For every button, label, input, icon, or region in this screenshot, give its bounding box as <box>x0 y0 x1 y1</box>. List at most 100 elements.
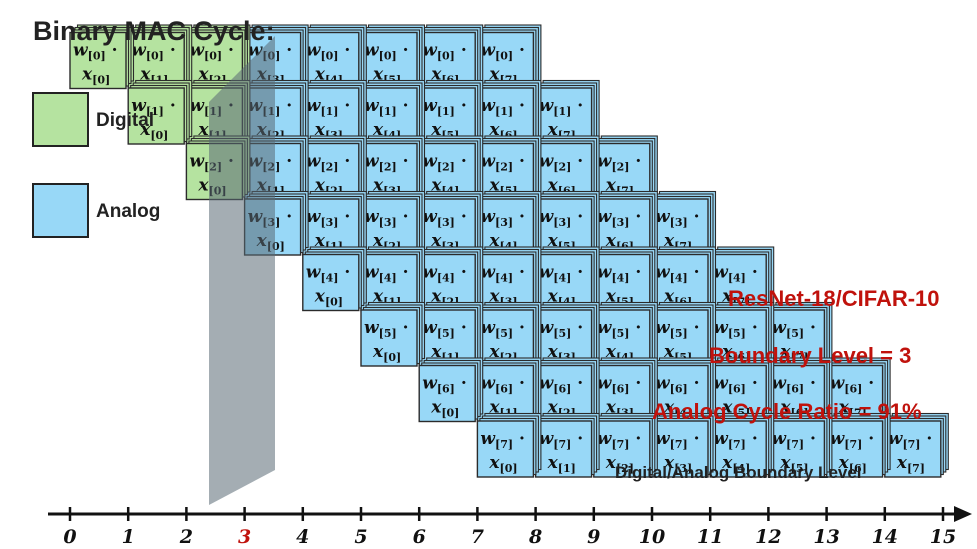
mac-cell-w7-x4: w[7] ·x[4] <box>709 412 775 478</box>
svg-text:w[0] ·: w[0] · <box>480 41 525 63</box>
svg-text:w[5] ·: w[5] · <box>480 318 525 340</box>
mac-cell-w5-x4: w[5] ·x[4] <box>593 301 658 367</box>
legend-digital-label: Digital <box>96 110 155 131</box>
svg-text:w[4] ·: w[4] · <box>597 263 642 285</box>
svg-text:w[3] ·: w[3] · <box>480 207 525 229</box>
svg-text:w[4] ·: w[4] · <box>713 263 758 285</box>
mac-cell-w5-x0: w[5] ·x[0] <box>360 301 426 367</box>
mac-cell-w5-x1: w[5] ·x[1] <box>418 301 484 367</box>
mac-cell-w0-x5: w[0] ·x[5] <box>360 24 426 90</box>
axis-tick-label-9: 9 <box>587 526 600 548</box>
svg-text:w[6] ·: w[6] · <box>422 374 467 396</box>
mac-cell-w4-x0: w[4] ·x[0] <box>302 246 367 312</box>
mac-cell-w3-x4: w[3] ·x[4] <box>476 190 542 256</box>
svg-text:w[3] ·: w[3] · <box>539 207 584 229</box>
svg-text:x[1]: x[1] <box>547 453 576 475</box>
svg-text:w[5] ·: w[5] · <box>597 318 642 340</box>
axis-tick-label-13: 13 <box>813 526 839 548</box>
legend-digital-swatch <box>32 92 89 147</box>
mac-cell-w4-x5: w[4] ·x[5] <box>593 246 658 312</box>
svg-text:w[0] ·: w[0] · <box>73 41 118 63</box>
mac-cell-w7-x0: w[7] ·x[0] <box>476 412 542 478</box>
mac-cell-w7-x5: w[7] ·x[5] <box>767 412 833 478</box>
axis-tick-label-15: 15 <box>930 526 956 548</box>
svg-text:w[4] ·: w[4] · <box>422 263 467 285</box>
mac-cell-w5-x5: w[5] ·x[5] <box>651 301 717 367</box>
svg-text:w[4] ·: w[4] · <box>364 263 409 285</box>
axis-tick-label-12: 12 <box>755 526 781 548</box>
svg-text:x[0]: x[0] <box>314 287 343 309</box>
svg-text:w[0] ·: w[0] · <box>422 41 467 63</box>
svg-text:w[7] ·: w[7] · <box>830 429 875 451</box>
svg-text:w[7] ·: w[7] · <box>888 429 933 451</box>
svg-text:w[5] ·: w[5] · <box>539 318 584 340</box>
mac-cell-w7-x3: w[7] ·x[3] <box>651 412 717 478</box>
svg-text:w[6] ·: w[6] · <box>655 374 700 396</box>
svg-text:w[5] ·: w[5] · <box>364 318 409 340</box>
axis-tick-label-4: 4 <box>296 526 309 548</box>
svg-text:x[0]: x[0] <box>430 398 459 420</box>
axis-arrowhead <box>954 506 972 522</box>
axis-title: Digital/Analog Boundary Level <box>615 463 862 482</box>
mac-cell-w4-x1: w[4] ·x[1] <box>360 246 426 312</box>
mac-cell-w0-x6: w[0] ·x[6] <box>418 24 484 90</box>
svg-text:x[6]: x[6] <box>838 453 867 475</box>
axis-tick-label-2: 2 <box>179 526 193 548</box>
svg-text:w[6] ·: w[6] · <box>597 374 642 396</box>
legend-analog-swatch <box>32 183 89 238</box>
svg-text:w[6] ·: w[6] · <box>539 374 584 396</box>
svg-text:w[1] ·: w[1] · <box>539 96 584 118</box>
svg-text:w[7] ·: w[7] · <box>655 429 700 451</box>
axis-tick-label-6: 6 <box>413 526 426 548</box>
svg-text:w[7] ·: w[7] · <box>713 429 758 451</box>
svg-text:w[3] ·: w[3] · <box>422 207 467 229</box>
mac-cell-w3-x3: w[3] ·x[3] <box>418 190 484 256</box>
svg-text:w[7] ·: w[7] · <box>480 429 525 451</box>
svg-text:x[0]: x[0] <box>81 65 110 87</box>
mac-cell-w1-x3: w[1] ·x[3] <box>302 79 367 145</box>
svg-text:w[0] ·: w[0] · <box>131 41 176 63</box>
svg-text:w[4] ·: w[4] · <box>480 263 525 285</box>
svg-text:w[2] ·: w[2] · <box>480 152 525 174</box>
mac-cell-w3-x2: w[3] ·x[2] <box>360 190 426 256</box>
legend-analog-label: Analog <box>96 201 161 222</box>
axis-tick-label-8: 8 <box>528 526 542 548</box>
mac-cell-w5-x2: w[5] ·x[2] <box>476 301 542 367</box>
mac-cell-w2-x7: w[2] ·x[7] <box>593 135 658 201</box>
mac-cell-w0-x7: w[0] ·x[7] <box>476 24 542 90</box>
svg-text:w[4] ·: w[4] · <box>306 263 351 285</box>
boundary-plane <box>209 36 275 505</box>
mac-cell-w4-x3: w[4] ·x[3] <box>476 246 542 312</box>
svg-text:w[5] ·: w[5] · <box>771 318 816 340</box>
mac-cell-w2-x4: w[2] ·x[4] <box>418 135 484 201</box>
ratio-annotation: Analog Cycle Ratio = 91% <box>652 399 922 424</box>
svg-text:w[2] ·: w[2] · <box>422 152 467 174</box>
svg-text:w[0] ·: w[0] · <box>306 41 351 63</box>
axis-tick-label-11: 11 <box>697 526 723 548</box>
svg-text:w[2] ·: w[2] · <box>539 152 584 174</box>
mac-cell-w2-x3: w[2] ·x[3] <box>360 135 426 201</box>
mac-cell-w1-x6: w[1] ·x[6] <box>476 79 542 145</box>
svg-text:w[3] ·: w[3] · <box>306 207 351 229</box>
svg-text:w[1] ·: w[1] · <box>364 96 409 118</box>
mac-cell-w1-x4: w[1] ·x[4] <box>360 79 426 145</box>
mac-cell-w6-x1: w[6] ·x[1] <box>476 357 542 423</box>
svg-text:w[3] ·: w[3] · <box>655 207 700 229</box>
mac-cell-w2-x6: w[2] ·x[6] <box>534 135 600 201</box>
axis-tick-label-10: 10 <box>639 526 665 548</box>
svg-text:x[3]: x[3] <box>663 453 692 475</box>
axis-tick-label-7: 7 <box>471 526 484 548</box>
page-title: Binary MAC Cycle: <box>33 16 275 46</box>
mac-cell-w3-x7: w[3] ·x[7] <box>651 190 717 256</box>
axis-tick-label-1: 1 <box>122 526 135 548</box>
svg-text:w[6] ·: w[6] · <box>480 374 525 396</box>
svg-text:x[2]: x[2] <box>605 453 634 475</box>
mac-cell-w2-x2: w[2] ·x[2] <box>302 135 367 201</box>
mac-cell-w7-x6: w[7] ·x[6] <box>825 412 891 478</box>
mac-cell-w0-x4: w[0] ·x[4] <box>302 24 367 90</box>
mac-cell-w1-x7: w[1] ·x[7] <box>534 79 600 145</box>
mac-cell-w3-x6: w[3] ·x[6] <box>593 190 658 256</box>
svg-text:w[2] ·: w[2] · <box>306 152 351 174</box>
axis-tick-label-14: 14 <box>872 526 898 548</box>
